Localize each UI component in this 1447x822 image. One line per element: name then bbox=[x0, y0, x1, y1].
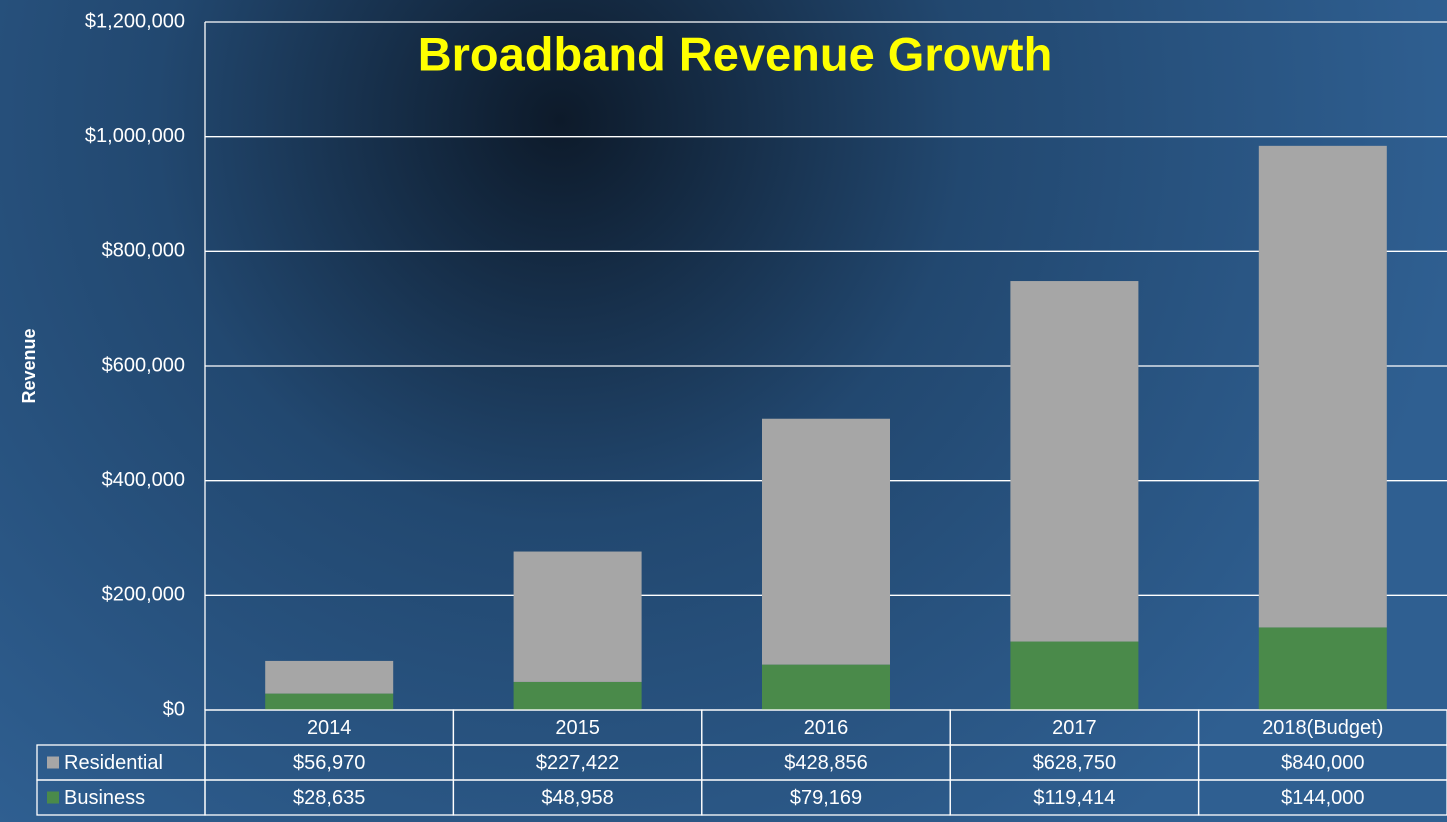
bar-segment bbox=[513, 681, 642, 710]
y-tick-label: $400,000 bbox=[102, 469, 185, 491]
table-value: $119,414 bbox=[1033, 787, 1115, 809]
y-axis-label: Revenue bbox=[19, 328, 39, 403]
x-tick-label: 2018(Budget) bbox=[1262, 717, 1383, 739]
bar-segment bbox=[265, 693, 394, 710]
y-tick-label: $0 bbox=[163, 698, 185, 720]
table-value: $28,635 bbox=[293, 787, 365, 809]
legend-swatch bbox=[47, 756, 59, 769]
y-tick-label: $1,000,000 bbox=[85, 125, 185, 147]
legend-label: Residential bbox=[64, 752, 163, 774]
table-value: $79,169 bbox=[790, 787, 862, 809]
legend-swatch bbox=[47, 791, 59, 804]
y-tick-label: $800,000 bbox=[102, 240, 185, 262]
table-value: $227,422 bbox=[536, 752, 619, 774]
table-value: $840,000 bbox=[1281, 752, 1364, 774]
table-value: $428,856 bbox=[784, 752, 867, 774]
bar-segment bbox=[762, 664, 890, 710]
y-tick-label: $1,200,000 bbox=[85, 10, 185, 32]
x-tick-label: 2014 bbox=[307, 717, 352, 739]
y-tick-label: $200,000 bbox=[102, 584, 185, 606]
x-tick-label: 2015 bbox=[555, 717, 600, 739]
chart-title: Broadband Revenue Growth bbox=[418, 27, 1053, 80]
bar-segment bbox=[762, 418, 890, 665]
table-value: $144,000 bbox=[1281, 787, 1364, 809]
y-tick-label: $600,000 bbox=[102, 354, 185, 376]
legend-label: Business bbox=[64, 787, 145, 809]
x-tick-label: 2016 bbox=[804, 717, 849, 739]
bar-segment bbox=[1258, 145, 1387, 628]
table-value: $628,750 bbox=[1033, 752, 1116, 774]
bar-segment bbox=[1010, 641, 1139, 710]
bar-segment bbox=[265, 660, 394, 694]
table-value: $48,958 bbox=[541, 787, 613, 809]
bar-segment bbox=[513, 551, 642, 682]
bar-segment bbox=[1010, 281, 1139, 642]
x-tick-label: 2017 bbox=[1052, 717, 1097, 739]
table-value: $56,970 bbox=[293, 752, 365, 774]
bar-segment bbox=[1258, 627, 1387, 710]
